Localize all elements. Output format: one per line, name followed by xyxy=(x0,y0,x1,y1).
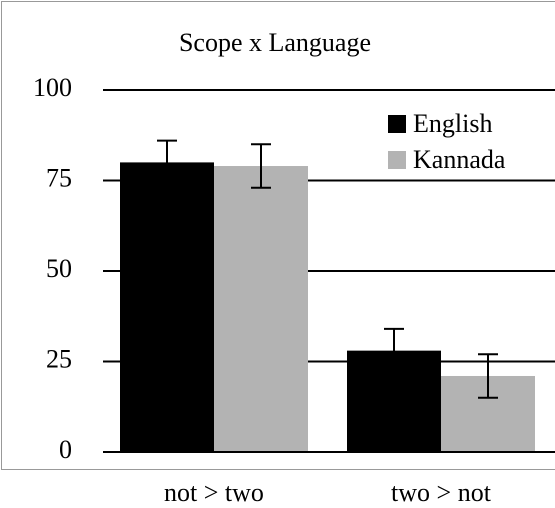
y-tick-label: 75 xyxy=(46,163,72,192)
error-bar xyxy=(251,143,271,189)
legend-label: English xyxy=(413,109,492,138)
x-tick-label: not > two xyxy=(164,478,264,507)
y-tick-label: 0 xyxy=(59,435,72,464)
y-tick-label: 100 xyxy=(33,73,72,102)
bar xyxy=(120,162,214,452)
error-bar xyxy=(478,353,498,399)
y-tick-label: 50 xyxy=(46,254,72,283)
legend-swatch xyxy=(388,115,406,133)
legend-swatch xyxy=(388,151,406,169)
error-bar xyxy=(157,139,177,186)
bar xyxy=(214,166,308,452)
error-bar xyxy=(384,327,404,374)
y-tick-label: 25 xyxy=(46,344,72,373)
x-tick-label: two > not xyxy=(391,478,492,507)
chart-title: Scope x Language xyxy=(179,28,371,57)
frame xyxy=(1,1,555,470)
legend-label: Kannada xyxy=(413,145,506,174)
